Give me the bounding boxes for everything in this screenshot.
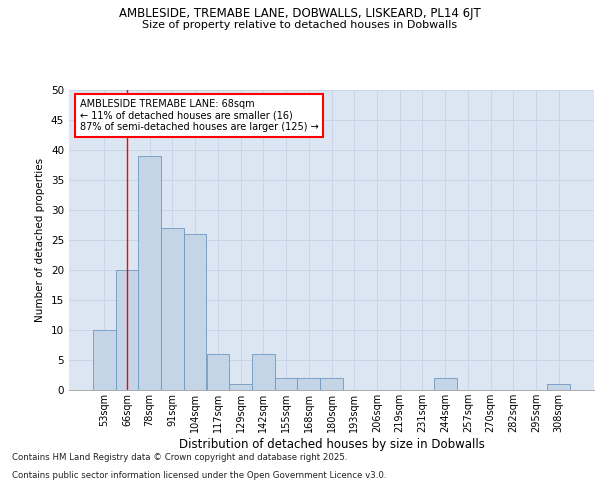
Y-axis label: Number of detached properties: Number of detached properties (35, 158, 46, 322)
Bar (298, 378, 320, 390)
Bar (434, 378, 457, 390)
Bar (229, 384, 252, 390)
Bar (116, 270, 139, 390)
Bar (320, 378, 343, 390)
Text: AMBLESIDE, TREMABE LANE, DOBWALLS, LISKEARD, PL14 6JT: AMBLESIDE, TREMABE LANE, DOBWALLS, LISKE… (119, 8, 481, 20)
Bar (206, 354, 229, 390)
Text: AMBLESIDE TREMABE LANE: 68sqm
← 11% of detached houses are smaller (16)
87% of s: AMBLESIDE TREMABE LANE: 68sqm ← 11% of d… (79, 99, 318, 132)
Bar (252, 354, 275, 390)
Bar (161, 228, 184, 390)
Bar (93, 330, 116, 390)
Bar (275, 378, 298, 390)
Bar (139, 156, 161, 390)
Text: Contains HM Land Registry data © Crown copyright and database right 2025.: Contains HM Land Registry data © Crown c… (12, 454, 347, 462)
Text: Contains public sector information licensed under the Open Government Licence v3: Contains public sector information licen… (12, 471, 386, 480)
X-axis label: Distribution of detached houses by size in Dobwalls: Distribution of detached houses by size … (179, 438, 484, 451)
Bar (184, 234, 206, 390)
Text: Size of property relative to detached houses in Dobwalls: Size of property relative to detached ho… (142, 20, 458, 30)
Bar (547, 384, 570, 390)
